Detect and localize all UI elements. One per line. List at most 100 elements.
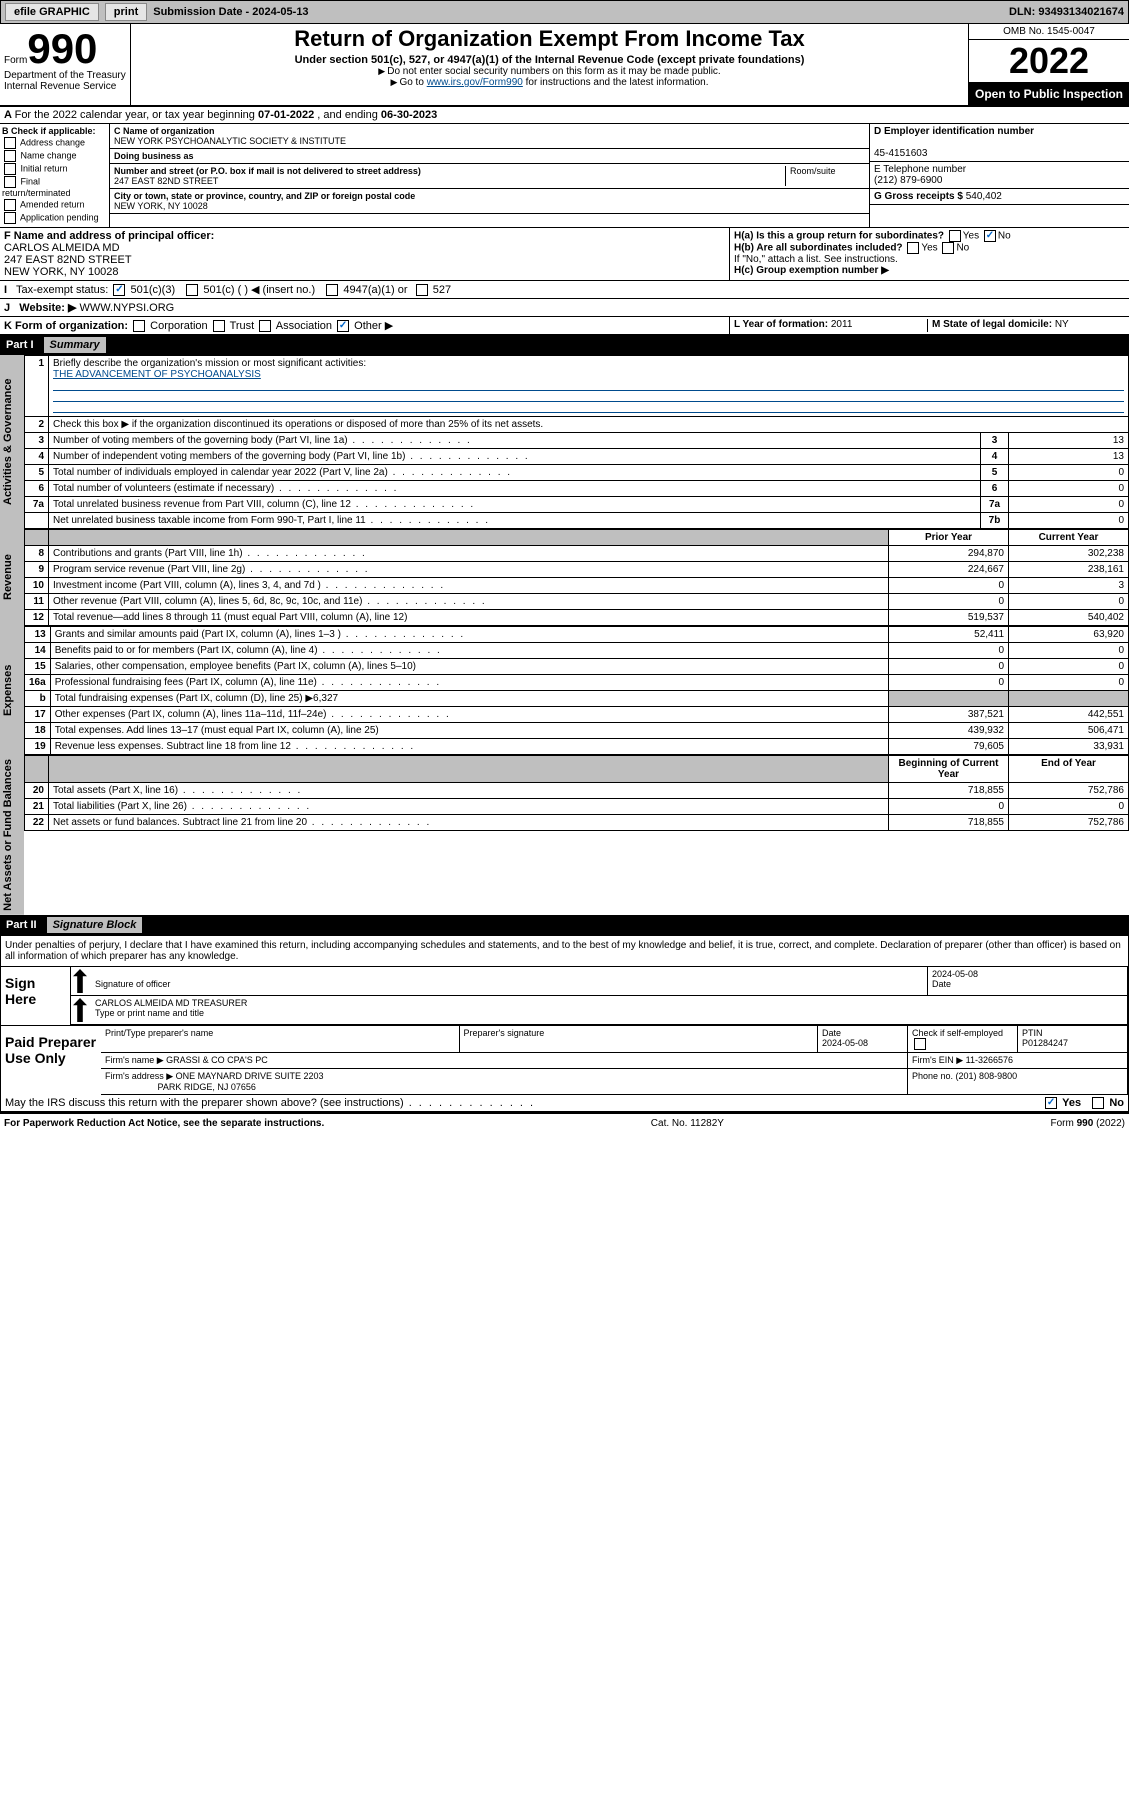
- form-title: Return of Organization Exempt From Incom…: [135, 26, 964, 52]
- discuss-yes[interactable]: [1045, 1097, 1057, 1109]
- dept-treasury: Department of the Treasury Internal Reve…: [4, 70, 126, 92]
- irs-link[interactable]: www.irs.gov/Form990: [427, 77, 523, 88]
- hb-yes[interactable]: [907, 242, 919, 254]
- trust-checkbox[interactable]: [213, 320, 225, 332]
- mission-text[interactable]: THE ADVANCEMENT OF PSYCHOANALYSIS: [53, 369, 261, 380]
- page-footer: For Paperwork Reduction Act Notice, see …: [0, 1113, 1129, 1133]
- line9-prior: 224,667: [889, 562, 1009, 578]
- city-state-zip: NEW YORK, NY 10028: [114, 201, 208, 211]
- vtab-expenses: Expenses: [0, 626, 24, 755]
- self-emp-checkbox[interactable]: [914, 1038, 926, 1050]
- city-label: City or town, state or province, country…: [114, 191, 415, 201]
- line9-current: 238,161: [1009, 562, 1129, 578]
- line5-val: 0: [1009, 465, 1129, 481]
- officer-group-row: F Name and address of principal officer:…: [0, 228, 1129, 281]
- firm-name-label: Firm's name ▶: [105, 1055, 164, 1065]
- prep-name-label: Print/Type preparer's name: [101, 1026, 460, 1052]
- line22-desc: Net assets or fund balances. Subtract li…: [49, 815, 889, 831]
- efile-button[interactable]: efile GRAPHIC: [5, 3, 99, 21]
- application-checkbox[interactable]: [4, 212, 16, 224]
- form-prefix: Form: [4, 55, 27, 66]
- ein-value: 45-4151603: [874, 148, 927, 159]
- line7b-val: 0: [1009, 513, 1129, 529]
- line4-desc: Number of independent voting members of …: [49, 449, 981, 465]
- footer-left: For Paperwork Reduction Act Notice, see …: [4, 1118, 324, 1129]
- line7a-desc: Total unrelated business revenue from Pa…: [49, 497, 981, 513]
- line19-desc: Revenue less expenses. Subtract line 18 …: [50, 739, 888, 755]
- line2-text: Check this box ▶ if the organization dis…: [49, 417, 1129, 433]
- line7a-val: 0: [1009, 497, 1129, 513]
- initial-return-checkbox[interactable]: [4, 163, 16, 175]
- officer-label: F Name and address of principal officer:: [4, 230, 214, 242]
- title-block: Return of Organization Exempt From Incom…: [130, 24, 969, 105]
- org-info: C Name of organizationNEW YORK PSYCHOANA…: [110, 124, 869, 227]
- room-suite: Room/suite: [785, 166, 865, 186]
- ptin-label: PTIN: [1022, 1028, 1043, 1038]
- sig-arrow-icon: [73, 969, 87, 993]
- firm-name: GRASSI & CO CPA'S PC: [166, 1055, 268, 1065]
- print-button[interactable]: print: [105, 3, 147, 21]
- line12-desc: Total revenue—add lines 8 through 11 (mu…: [49, 610, 889, 626]
- 527-checkbox[interactable]: [416, 284, 428, 296]
- current-year-header: Current Year: [1009, 530, 1129, 546]
- mission-label: Briefly describe the organization's miss…: [53, 358, 366, 369]
- summary-net-assets: Net Assets or Fund Balances Beginning of…: [0, 755, 1129, 915]
- prep-date: 2024-05-08: [822, 1038, 868, 1048]
- line8-desc: Contributions and grants (Part VIII, lin…: [49, 546, 889, 562]
- line18-desc: Total expenses. Add lines 13–17 (must eq…: [50, 723, 888, 739]
- hb-no[interactable]: [942, 242, 954, 254]
- website-value: WWW.NYPSI.ORG: [80, 302, 175, 314]
- tax-period: A For the 2022 calendar year, or tax yea…: [0, 107, 1129, 124]
- name-change-checkbox[interactable]: [4, 150, 16, 162]
- line9-desc: Program service revenue (Part VIII, line…: [49, 562, 889, 578]
- group-return: H(a) Is this a group return for subordin…: [729, 228, 1129, 280]
- line8-prior: 294,870: [889, 546, 1009, 562]
- ha-yes[interactable]: [949, 230, 961, 242]
- line8-current: 302,238: [1009, 546, 1129, 562]
- vtab-governance: Activities & Governance: [0, 355, 24, 529]
- line15-prior: 0: [889, 659, 1009, 675]
- discuss-no[interactable]: [1092, 1097, 1104, 1109]
- line17-prior: 387,521: [889, 707, 1009, 723]
- firm-addr1: ONE MAYNARD DRIVE SUITE 2203: [176, 1071, 324, 1081]
- form-org-row: K Form of organization: Corporation Trus…: [0, 317, 1129, 335]
- line14-current: 0: [1009, 643, 1129, 659]
- section-b-header: B Check if applicable:: [2, 126, 96, 136]
- self-emp-label: Check if self-employed: [912, 1028, 1003, 1038]
- line10-prior: 0: [889, 578, 1009, 594]
- street-address: 247 EAST 82ND STREET: [114, 176, 218, 186]
- line17-desc: Other expenses (Part IX, column (A), lin…: [50, 707, 888, 723]
- line15-desc: Salaries, other compensation, employee b…: [50, 659, 888, 675]
- vtab-revenue: Revenue: [0, 529, 24, 626]
- phone-value: (212) 879-6900: [874, 175, 942, 186]
- corp-checkbox[interactable]: [133, 320, 145, 332]
- signature-block: Under penalties of perjury, I declare th…: [0, 935, 1129, 1113]
- vtab-net-assets: Net Assets or Fund Balances: [0, 755, 24, 915]
- ha-no[interactable]: [984, 230, 996, 242]
- part2-label: Part II: [6, 919, 37, 931]
- other-checkbox[interactable]: [337, 320, 349, 332]
- omb-number: OMB No. 1545-0047: [969, 24, 1129, 40]
- phone-label: E Telephone number: [874, 164, 966, 175]
- sig-arrow-icon-2: [73, 998, 87, 1022]
- ha-label: H(a) Is this a group return for subordin…: [734, 231, 944, 242]
- addr-change-checkbox[interactable]: [4, 137, 16, 149]
- form-990-number: 990: [27, 25, 97, 72]
- part2-header: Part II Signature Block: [0, 915, 1129, 935]
- submission-label: Submission Date - 2024-05-13: [153, 6, 308, 18]
- line22-end: 752,786: [1009, 815, 1129, 831]
- firm-phone: (201) 808-9800: [956, 1071, 1018, 1081]
- part2-title: Signature Block: [47, 917, 143, 933]
- 501c-checkbox[interactable]: [186, 284, 198, 296]
- line15-current: 0: [1009, 659, 1129, 675]
- line14-prior: 0: [889, 643, 1009, 659]
- 501c3-checkbox[interactable]: [113, 284, 125, 296]
- year-formation: 2011: [831, 319, 853, 330]
- amended-checkbox[interactable]: [4, 199, 16, 211]
- line21-begin: 0: [889, 799, 1009, 815]
- assoc-checkbox[interactable]: [259, 320, 271, 332]
- firm-addr2: PARK RIDGE, NJ 07656: [158, 1082, 256, 1092]
- summary-governance: Activities & Governance 1Briefly describ…: [0, 355, 1129, 529]
- final-return-checkbox[interactable]: [4, 176, 16, 188]
- 4947-checkbox[interactable]: [326, 284, 338, 296]
